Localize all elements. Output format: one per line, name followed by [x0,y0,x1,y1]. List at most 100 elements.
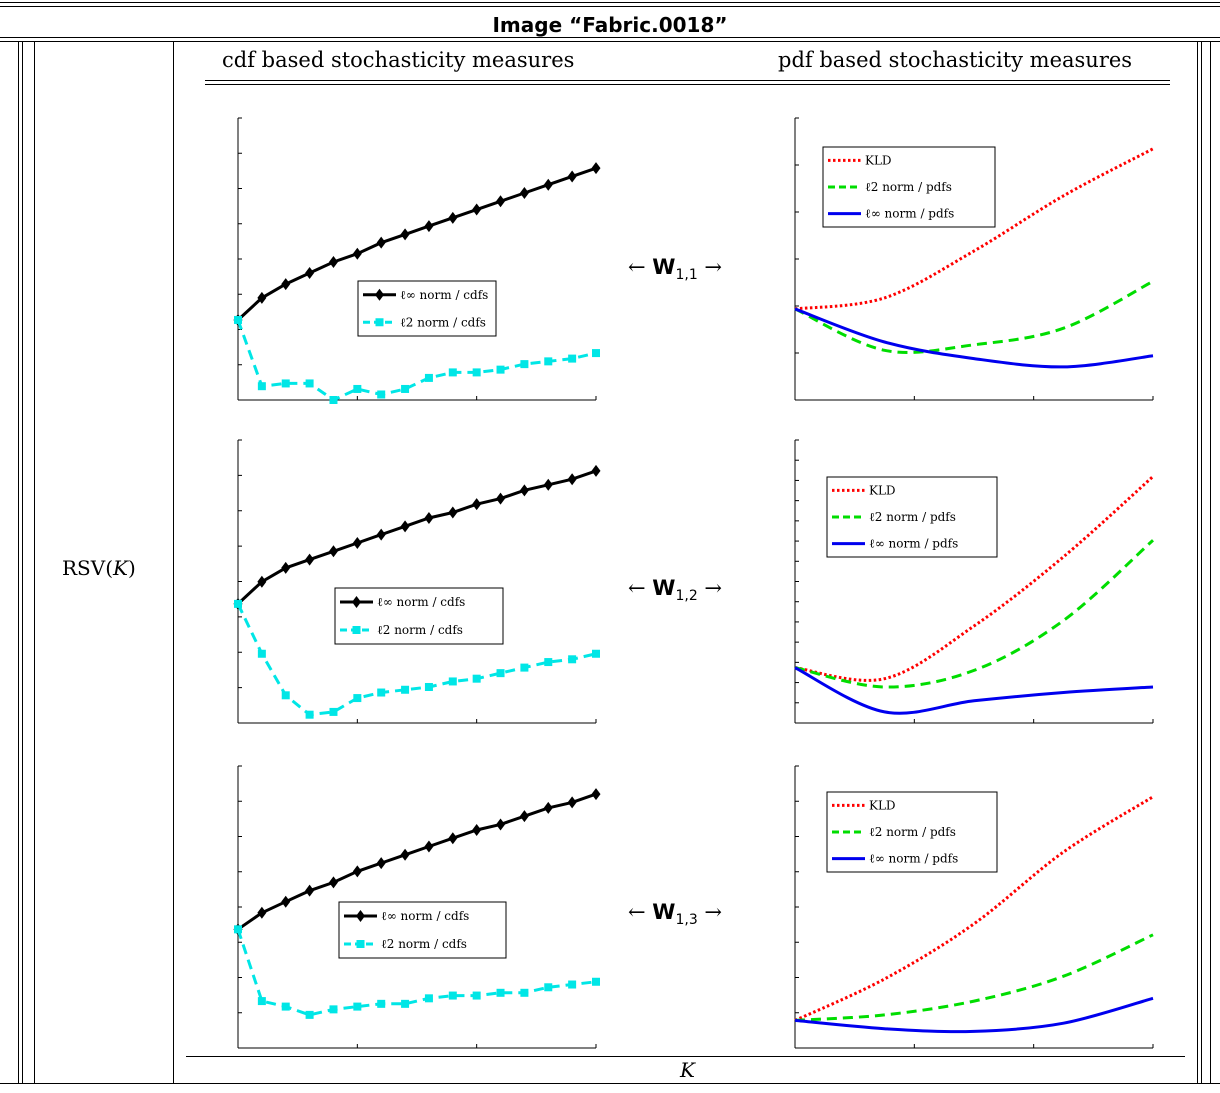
data-point [424,682,433,691]
legend-label: ℓ∞ norm / pdfs [865,207,954,221]
data-point [496,818,506,831]
data-point [281,561,291,574]
chart-panel: ℓ∞ norm / cdfs ℓ2 norm / cdfs [233,765,601,1049]
data-point [567,170,577,183]
chart-panel: ℓ∞ norm / cdfs ℓ2 norm / cdfs [233,439,601,724]
data-point [496,195,506,208]
chart-legend: KLD ℓ2 norm / pdfs ℓ∞ norm / pdfs [826,476,998,558]
data-point [519,484,529,497]
legend-label: ℓ2 norm / cdfs [381,937,467,951]
data-point [448,211,458,224]
data-point [472,203,482,216]
bottom-rule [0,1083,1220,1084]
left-border-2 [22,41,23,1084]
series-line [236,166,597,322]
legend-label: KLD [869,798,896,812]
legend-label: ℓ∞ norm / cdfs [400,288,488,302]
legend-label: ℓ∞ norm / pdfs [869,537,958,551]
data-point [353,694,362,703]
data-point [329,707,338,716]
legend-label: ℓ2 norm / cdfs [400,315,486,329]
data-point [257,575,267,588]
data-point [591,464,601,477]
cdf-column-header: cdf based stochasticity measures [222,48,575,72]
data-point [448,368,457,377]
data-point [234,925,242,934]
data-point [377,688,386,697]
operator-symbol: W [652,576,676,600]
chart-legend: ℓ∞ norm / cdfs ℓ2 norm / cdfs [334,587,504,645]
data-point [281,379,290,388]
data-point [353,1002,362,1011]
data-point [568,980,577,989]
series-line [237,792,597,931]
operator-w12: ← W1,2 → [628,576,722,604]
data-point [400,228,410,241]
data-point [329,1005,338,1014]
legend-label: ℓ∞ norm / cdfs [381,909,469,923]
data-point [472,674,481,683]
legend-label: ℓ∞ norm / cdfs [377,595,465,609]
legend-marker [356,940,365,948]
data-point [401,685,410,694]
legend-label: ℓ2 norm / pdfs [865,180,952,194]
legend-label: KLD [865,153,892,167]
row-label-border-2 [173,41,174,1084]
data-point [376,528,386,541]
header-rule-1 [205,80,1170,81]
data-point [257,906,267,919]
data-point [472,368,481,377]
data-point [281,1002,290,1011]
right-border-1 [1197,41,1198,1084]
series-line [236,928,597,1017]
data-point [592,349,600,358]
data-point [472,498,482,511]
data-point [472,991,481,1000]
data-point [520,988,529,997]
data-point [519,810,529,823]
series-line [794,996,1154,1034]
data-point [591,788,601,801]
pdf-column-header: pdf based stochasticity measures [778,48,1133,72]
operator-subscript: 1,1 [675,267,698,284]
data-point [305,379,314,388]
legend-marker [352,626,361,634]
data-point [424,220,434,233]
data-point [591,162,601,175]
chart-panel: KLD ℓ2 norm / pdfs ℓ∞ norm / pdfs [794,117,1154,401]
data-point [543,478,553,491]
data-point [496,669,505,678]
right-border-3 [1210,41,1211,1084]
top-rule-1 [0,2,1220,3]
operator-w11: ← W1,1 → [628,255,722,283]
left-arrow-icon: ← [628,255,646,279]
title-rule-2 [0,41,1220,42]
k-axis-rule [186,1056,1185,1057]
data-point [496,988,505,997]
data-point [281,895,291,908]
legend-box [334,587,504,645]
data-point [257,291,267,304]
data-point [257,649,266,658]
legend-marker [356,910,365,922]
data-point [352,536,362,549]
data-point [401,384,410,393]
data-point [472,823,482,836]
data-point [543,801,553,814]
legend-label: ℓ2 norm / pdfs [869,510,956,524]
chart-legend: KLD ℓ2 norm / pdfs ℓ∞ norm / pdfs [826,791,998,873]
operator-symbol: W [652,255,676,279]
right-arrow-icon: → [704,900,723,924]
legend-box [357,280,497,337]
data-point [448,506,458,519]
series-line [794,147,1154,311]
data-point [424,840,434,853]
data-point [567,796,577,809]
data-point [328,545,338,558]
data-point [400,848,410,861]
data-point [305,710,314,719]
data-point [496,492,506,505]
series-line [794,307,1154,369]
figure-title: Image “Fabric.0018” [492,13,728,37]
